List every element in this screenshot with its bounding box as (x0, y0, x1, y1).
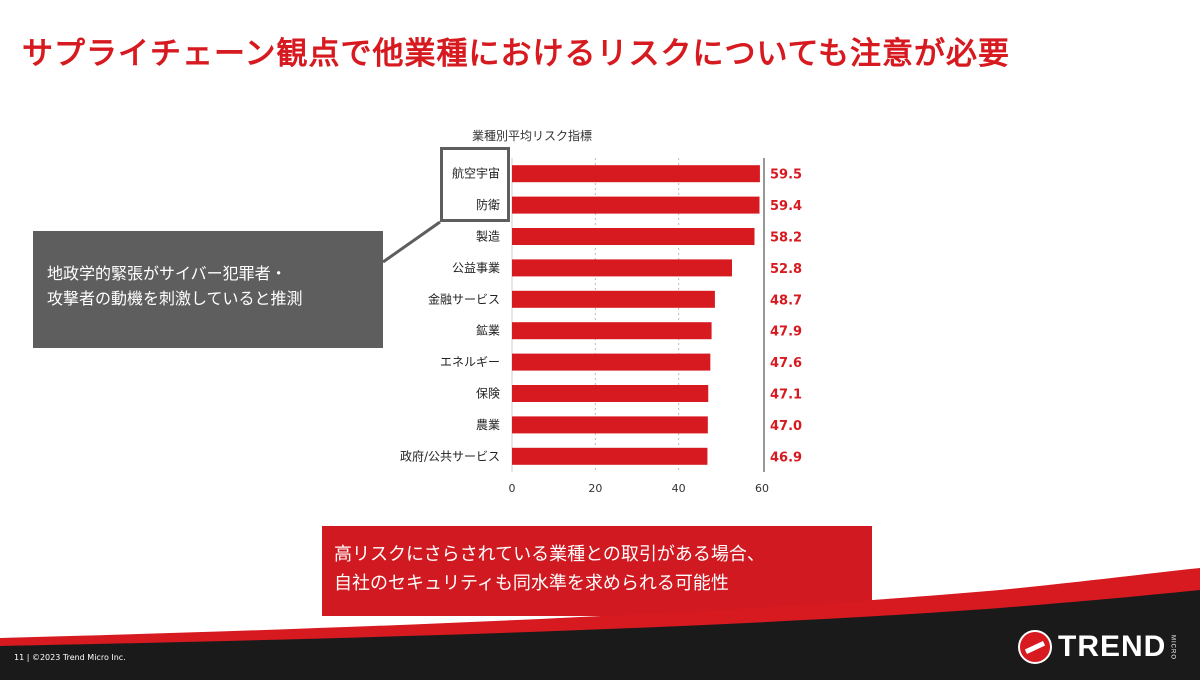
bar (512, 228, 755, 245)
bar (512, 322, 712, 340)
category-label: 保険 (476, 387, 500, 401)
bar (512, 385, 709, 402)
callout-line-2: 攻撃者の動機を刺激していると推測 (47, 289, 303, 308)
category-label: 政府/公共サービス (400, 448, 500, 463)
x-tick-label: 40 (672, 482, 686, 495)
slide-title: サプライチェーン観点で他業種におけるリスクについても注意が必要 (22, 36, 1010, 72)
bar (512, 196, 760, 214)
category-label: 金融サービス (428, 291, 500, 306)
bar (512, 165, 760, 183)
logo-sub: MICRO (1169, 634, 1176, 660)
note-box: 高リスクにさらされている業種との取引がある場合、 自社のセキュリティも同水準を求… (322, 526, 872, 616)
logo-mark-icon (1018, 630, 1052, 664)
category-label: 製造 (476, 230, 500, 244)
category-label: 防衛 (476, 197, 500, 212)
x-tick-label: 0 (509, 482, 516, 495)
bar (512, 447, 708, 465)
value-label: 47.1 (770, 388, 802, 403)
x-tick-label: 60 (755, 482, 769, 495)
category-label: エネルギー (440, 355, 500, 369)
bar (512, 290, 715, 308)
bar (512, 353, 711, 371)
value-label: 58.2 (770, 231, 802, 246)
trend-micro-logo: TREND MICRO (1018, 625, 1175, 669)
x-tick-label: 20 (588, 482, 602, 495)
footer-copyright: 11 | ©2023 Trend Micro Inc. (14, 653, 126, 662)
callout-line-1: 地政学的緊張がサイバー犯罪者・ (47, 264, 287, 283)
value-label: 46.9 (770, 450, 802, 465)
value-label: 59.4 (770, 199, 802, 214)
footer-band (0, 568, 1200, 680)
category-label: 公益事業 (452, 261, 500, 275)
highlight-frame (440, 147, 510, 222)
chart-title: 業種別平均リスク指標 (472, 128, 592, 143)
value-label: 59.5 (770, 168, 802, 183)
note-line-1: 高リスクにさらされている業種との取引がある場合、 (334, 544, 765, 565)
value-label: 52.8 (770, 262, 802, 277)
bar (512, 259, 732, 277)
category-label: 農業 (476, 418, 500, 432)
bar-chart: 業種別平均リスク指標 航空宇宙防衛製造公益事業金融サービス鉱業エネルギー保険農業… (400, 128, 802, 495)
value-label: 47.6 (770, 356, 802, 371)
note-line-2: 自社のセキュリティも同水準を求められる可能性 (334, 573, 729, 594)
value-label: 48.7 (770, 293, 802, 308)
logo-name: TREND (1058, 630, 1167, 663)
value-label: 47.9 (770, 325, 802, 340)
category-label: 航空宇宙 (452, 166, 500, 181)
category-label: 鉱業 (476, 323, 500, 338)
bar (512, 416, 708, 434)
value-label: 47.0 (770, 419, 802, 434)
callout-box: 地政学的緊張がサイバー犯罪者・ 攻撃者の動機を刺激していると推測 (33, 231, 383, 348)
